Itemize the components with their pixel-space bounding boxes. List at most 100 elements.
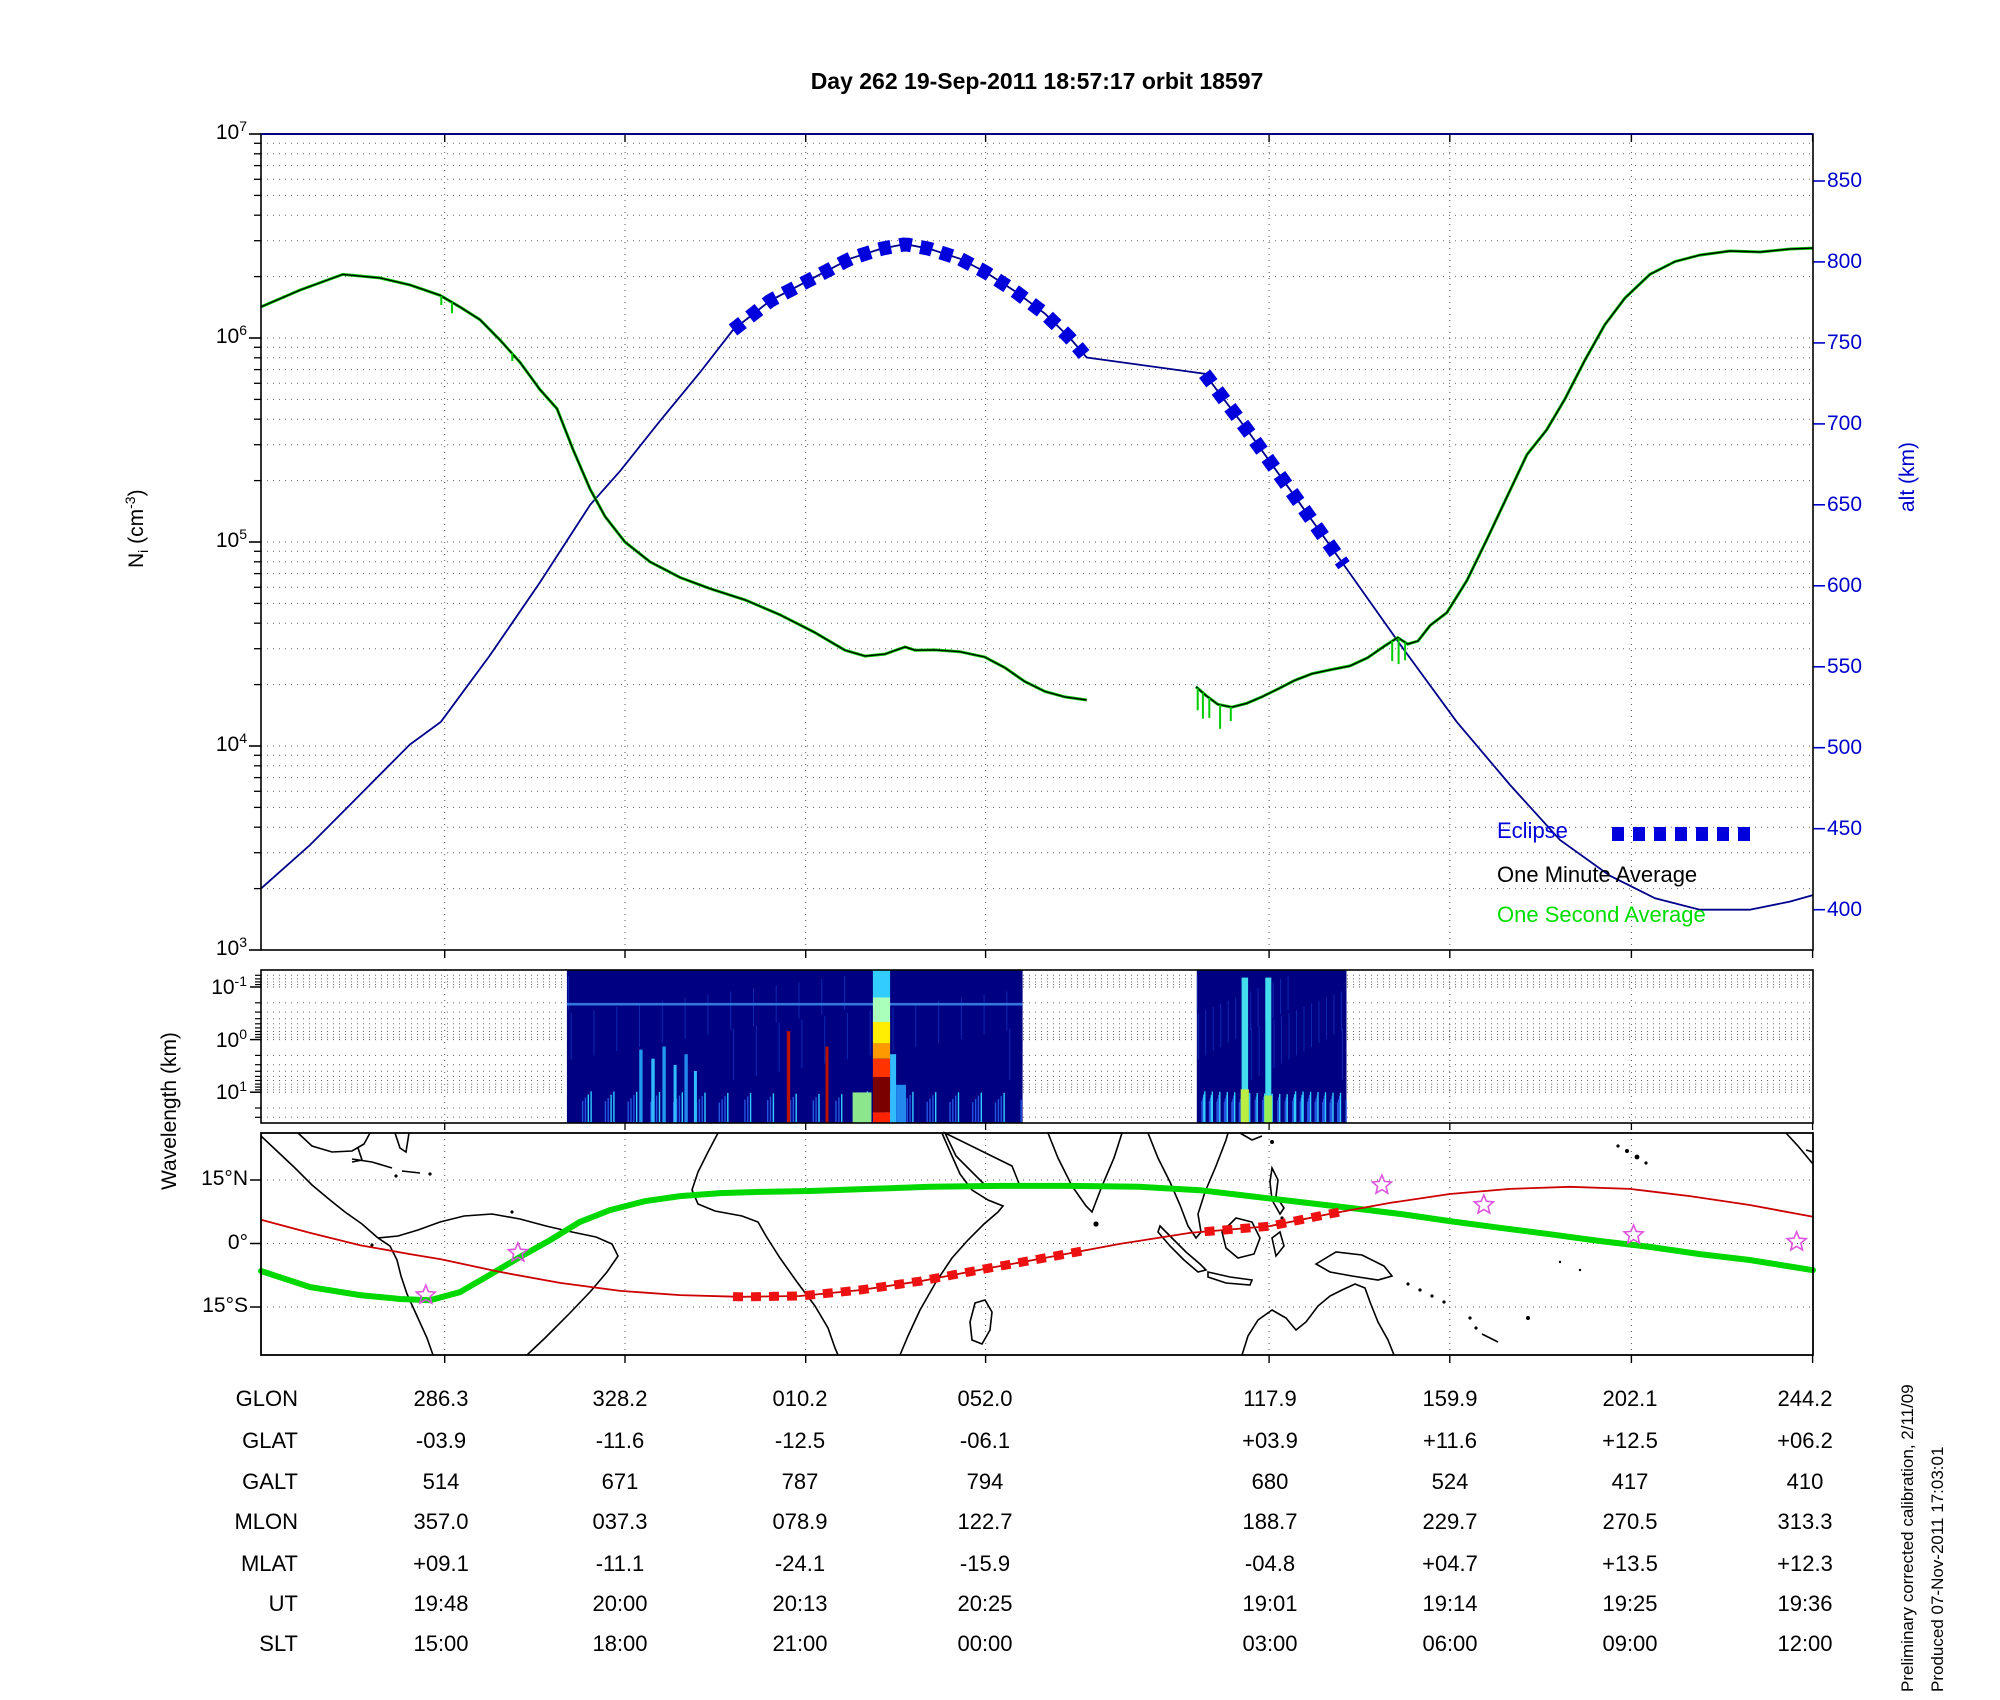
table-cell-slt-col1: 15:00 bbox=[413, 1631, 469, 1656]
spectrogram-feature bbox=[1265, 977, 1272, 1123]
ni-axis-label: Ni (cm-3) bbox=[122, 489, 151, 568]
ni-tick-10e7: 107 bbox=[215, 118, 247, 144]
table-cell-ut-col2: 20:00 bbox=[592, 1591, 648, 1616]
spectrogram-feature bbox=[896, 1084, 906, 1124]
coastline bbox=[377, 1213, 619, 1356]
island bbox=[510, 1210, 514, 1214]
plot-title: Day 262 19-Sep-2011 18:57:17 orbit 18597 bbox=[810, 68, 1264, 94]
coastline bbox=[297, 1132, 371, 1153]
spectrogram-feature bbox=[639, 1049, 643, 1123]
legend-eclipse-dash-sample bbox=[1612, 827, 1759, 841]
coastline bbox=[1241, 1283, 1395, 1356]
wl-tick-10e-1: 10-1 bbox=[211, 973, 247, 999]
alt-tick-600: 600 bbox=[1827, 574, 1863, 597]
coastline bbox=[260, 1135, 379, 1239]
coastline bbox=[351, 1158, 393, 1169]
map-panel-border bbox=[260, 1132, 1814, 1356]
coastline bbox=[691, 1132, 839, 1356]
table-cell-galt-col3: 787 bbox=[781, 1469, 819, 1494]
coastline bbox=[1271, 1230, 1285, 1258]
island bbox=[1644, 1161, 1648, 1165]
alt-tick-750: 750 bbox=[1827, 331, 1863, 354]
island bbox=[1634, 1154, 1640, 1160]
table-cell-glat-col2: -11.6 bbox=[595, 1428, 645, 1453]
island bbox=[1093, 1221, 1099, 1227]
table-cell-slt-col5: 03:00 bbox=[1242, 1631, 1298, 1656]
coastline bbox=[1147, 1132, 1229, 1240]
table-cell-glat-col8: +06.2 bbox=[1777, 1428, 1833, 1453]
coastline bbox=[1239, 1132, 1263, 1141]
island bbox=[1442, 1300, 1446, 1304]
footer-line-calibration: Preliminary corrected calibration, 2/11/… bbox=[1898, 1384, 1917, 1692]
coastline bbox=[1157, 1224, 1208, 1273]
spectrogram-feature bbox=[786, 1031, 791, 1123]
footer-vertical-text: Preliminary corrected calibration, 2/11/… bbox=[1893, 1384, 1953, 1692]
lat-label-2: 15°S bbox=[202, 1294, 248, 1317]
spectrogram-feature bbox=[1264, 1095, 1273, 1123]
table-cell-galt-col5: 680 bbox=[1251, 1469, 1289, 1494]
table-cell-glon-col2: 328.2 bbox=[592, 1386, 648, 1411]
table-cell-galt-col1: 514 bbox=[422, 1469, 460, 1494]
island bbox=[394, 1174, 398, 1178]
table-cell-ut-col1: 19:48 bbox=[413, 1591, 469, 1616]
spectrogram-feature bbox=[662, 1046, 666, 1123]
alt-tick-800: 800 bbox=[1827, 250, 1863, 273]
table-cell-glon-col7: 202.1 bbox=[1602, 1386, 1658, 1411]
coastline bbox=[1785, 1132, 1814, 1165]
table-row-label-mlon: MLON bbox=[234, 1509, 298, 1534]
alt-tick-500: 500 bbox=[1827, 736, 1863, 759]
spectrogram-feature bbox=[1241, 977, 1249, 1123]
table-cell-mlat-col8: +12.3 bbox=[1777, 1551, 1833, 1576]
table-cell-mlon-col5: 188.7 bbox=[1242, 1509, 1298, 1534]
table-cell-galt-col7: 417 bbox=[1611, 1469, 1649, 1494]
spectrogram-feature bbox=[852, 1092, 872, 1123]
legend-eclipse: Eclipse bbox=[1497, 818, 1568, 843]
alt-tick-850: 850 bbox=[1827, 169, 1863, 192]
wavelength-panel-border bbox=[260, 969, 1814, 1124]
ground-station-star bbox=[1622, 1222, 1646, 1245]
ni-label-base: N bbox=[125, 552, 148, 568]
map-eclipse-dashes bbox=[1204, 1207, 1341, 1237]
table-row-label-glon: GLON bbox=[235, 1386, 298, 1411]
table-cell-glon-col4: 052.0 bbox=[957, 1386, 1013, 1411]
table-cell-mlon-col3: 078.9 bbox=[772, 1509, 828, 1534]
coastline bbox=[899, 1132, 1005, 1356]
spectrogram-feature bbox=[1240, 1089, 1249, 1123]
table-cell-slt-col4: 00:00 bbox=[957, 1631, 1013, 1656]
ground-station-star bbox=[1472, 1192, 1496, 1215]
table-row-label-ut: UT bbox=[268, 1591, 298, 1616]
coastline bbox=[1207, 1270, 1254, 1286]
island bbox=[1616, 1144, 1620, 1148]
table-cell-mlon-col4: 122.7 bbox=[957, 1509, 1013, 1534]
table-cell-mlat-col5: -04.8 bbox=[1244, 1551, 1296, 1576]
table-row-label-mlat: MLAT bbox=[240, 1551, 298, 1576]
one-minute-average-curve bbox=[260, 273, 1087, 701]
table-cell-galt-col6: 524 bbox=[1431, 1469, 1469, 1494]
island bbox=[1280, 1216, 1284, 1220]
coastline bbox=[1269, 1165, 1285, 1216]
table-cell-ut-col3: 20:13 bbox=[772, 1591, 828, 1616]
coastline bbox=[1314, 1251, 1394, 1281]
one-minute-average-curve bbox=[1195, 247, 1814, 708]
spectrogram-feature bbox=[693, 1071, 697, 1123]
coastline bbox=[394, 1132, 410, 1154]
island bbox=[1270, 1140, 1274, 1144]
spectrogram-feature bbox=[872, 997, 891, 1022]
table-cell-mlon-col8: 313.3 bbox=[1777, 1509, 1833, 1534]
coastline bbox=[1481, 1333, 1499, 1343]
table-cell-slt-col7: 09:00 bbox=[1602, 1631, 1658, 1656]
table-row-label-glat: GLAT bbox=[242, 1428, 298, 1453]
table-cell-glat-col6: +11.6 bbox=[1422, 1428, 1478, 1453]
map-eclipse-dashes bbox=[732, 1246, 1083, 1302]
island bbox=[1474, 1326, 1478, 1330]
top-panel-border bbox=[260, 133, 1814, 951]
table-cell-glon-col8: 244.2 bbox=[1777, 1386, 1833, 1411]
table-cell-galt-col8: 410 bbox=[1786, 1469, 1824, 1494]
wl-tick-10e1: 101 bbox=[215, 1078, 247, 1104]
table-cell-ut-col6: 19:14 bbox=[1422, 1591, 1478, 1616]
ni-label-sup: -3 bbox=[122, 496, 138, 509]
table-cell-slt-col2: 18:00 bbox=[592, 1631, 648, 1656]
ni-tick-10e3: 103 bbox=[215, 934, 247, 960]
ground-track-line bbox=[260, 1185, 1814, 1298]
